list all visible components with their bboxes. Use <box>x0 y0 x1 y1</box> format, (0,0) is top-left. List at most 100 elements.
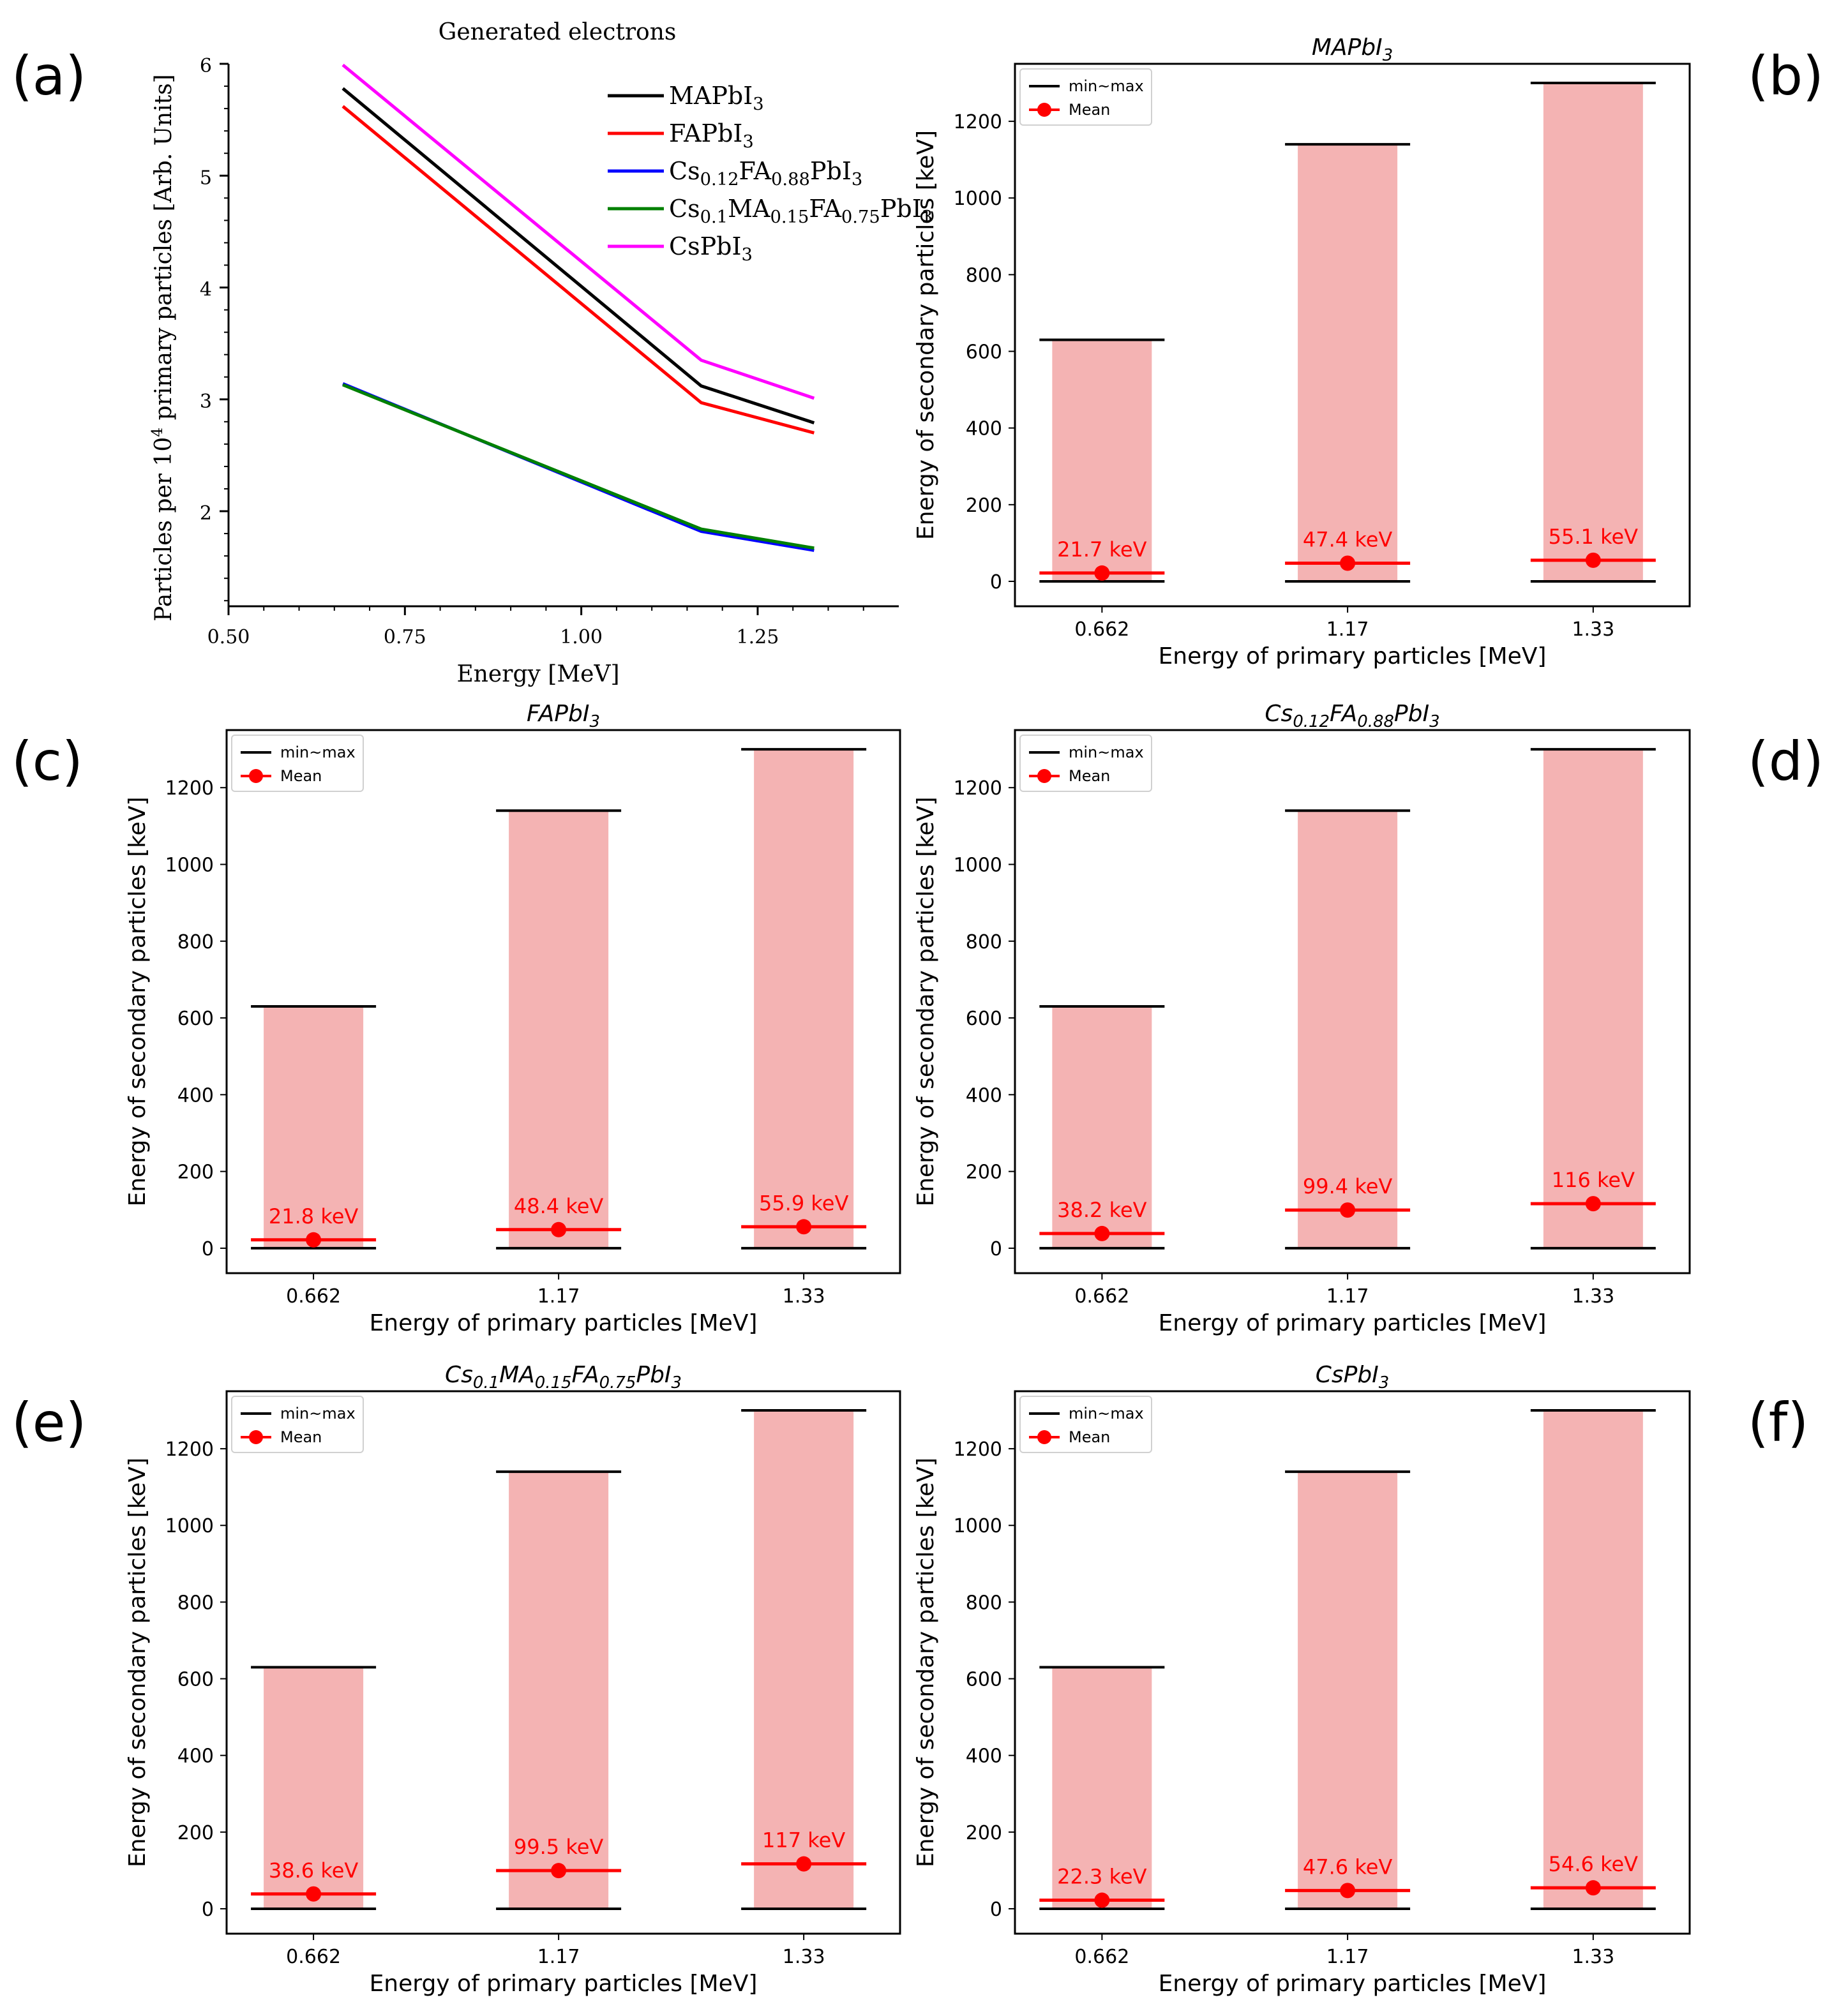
mean-label: 99.4 keV <box>1303 1174 1393 1198</box>
mean-point <box>306 1232 322 1248</box>
mean-point <box>1585 552 1601 568</box>
panel-e-bar-chart: Cs0.1MA0.15FA0.75PbI3 38.6 keV 0.662 99.5 k… <box>124 1362 901 1997</box>
range-bar <box>264 1006 364 1248</box>
y-tick-label: 2 <box>200 502 212 525</box>
x-tick-label: 1.33 <box>783 1285 825 1308</box>
y-tick-label: 400 <box>966 1084 1002 1107</box>
panel-letter-c: (c) <box>11 730 83 793</box>
x-axis-title: Energy of primary particles [MeV] <box>370 1310 758 1336</box>
y-axis-title: Energy of secondary particles [keV] <box>913 130 939 540</box>
mean-label: 55.1 keV <box>1549 525 1639 549</box>
panel-d-bar-chart: Cs0.12FA0.88PbI3 38.2 keV 0.662 99.4 keV 1.1… <box>913 701 1691 1336</box>
range-bar <box>1543 83 1643 581</box>
range-bar <box>509 1472 609 1909</box>
x-tick-label: 0.662 <box>286 1285 341 1308</box>
y-tick-label: 400 <box>177 1084 214 1107</box>
x-tick-label: 1.33 <box>1572 1946 1614 1968</box>
range-bar <box>754 1410 854 1909</box>
y-tick-label: 1200 <box>165 777 214 800</box>
x-tick-label: 1.17 <box>1326 618 1369 641</box>
mean-label: 47.4 keV <box>1303 527 1393 551</box>
range-bar <box>509 810 609 1248</box>
x-axis-title: Energy [MeV] <box>456 661 619 687</box>
legend: min~max Mean <box>231 1396 364 1453</box>
legend-mean-label: Mean <box>280 767 322 785</box>
mean-label: 47.6 keV <box>1303 1855 1393 1879</box>
y-axis-title: Energy of secondary particles [keV] <box>124 796 151 1206</box>
y-tick-label: 200 <box>966 1822 1002 1844</box>
legend: min~max Mean <box>1019 68 1152 126</box>
mean-label: 99.5 keV <box>514 1835 604 1859</box>
y-tick-label: 600 <box>177 1008 214 1030</box>
series-line <box>342 383 815 550</box>
range-bar <box>1298 1472 1398 1909</box>
mean-point <box>1094 1225 1110 1241</box>
legend-mean-label: Mean <box>1069 101 1110 119</box>
legend-mean-marker <box>1037 103 1051 117</box>
mean-point <box>796 1856 812 1872</box>
plot-frame <box>1014 729 1691 1274</box>
y-tick-label: 200 <box>177 1822 214 1844</box>
mean-label: 22.3 keV <box>1057 1865 1147 1889</box>
x-axis-title: Energy of primary particles [MeV] <box>1159 1971 1547 1997</box>
x-tick-label: 1.00 <box>560 626 603 648</box>
legend-mean-label: Mean <box>1069 767 1110 785</box>
mean-point <box>1094 565 1110 581</box>
range-bar <box>754 749 854 1248</box>
x-axis-title: Energy of primary particles [MeV] <box>370 1971 758 1997</box>
x-tick-label: 1.33 <box>783 1946 825 1968</box>
y-tick-label: 800 <box>966 931 1002 953</box>
y-tick-label: 0 <box>990 1899 1002 1921</box>
mean-point <box>1340 555 1356 571</box>
panel-title: CsPbI3 <box>1316 1362 1390 1393</box>
y-axis-title: Energy of secondary particles [keV] <box>124 1458 151 1867</box>
y-tick-label: 600 <box>966 1669 1002 1691</box>
panel-letter-e: (e) <box>11 1391 86 1454</box>
y-axis-title: Particles per 104 primary particles [Arb… <box>148 74 177 621</box>
legend-mean-label: Mean <box>1069 1428 1110 1446</box>
x-tick-label: 0.75 <box>384 626 426 648</box>
panel-title: FAPbI3 <box>527 701 600 731</box>
plot-frame <box>1014 1390 1691 1935</box>
y-tick-label: 3 <box>200 391 212 413</box>
y-tick-label: 200 <box>966 495 1002 517</box>
x-tick-label: 0.662 <box>286 1946 341 1968</box>
mean-point <box>1340 1202 1356 1218</box>
x-tick-label: 0.50 <box>207 626 250 648</box>
panel-letter-a: (a) <box>11 45 86 107</box>
legend-label: CsPbI3 <box>669 232 753 265</box>
y-axis-title: Energy of secondary particles [keV] <box>913 1458 939 1867</box>
mean-point <box>306 1886 322 1902</box>
x-tick-label: 1.17 <box>537 1946 580 1968</box>
mean-label: 117 keV <box>762 1828 845 1853</box>
mean-label: 48.4 keV <box>514 1194 604 1218</box>
y-tick-label: 1200 <box>954 777 1002 800</box>
x-tick-label: 1.17 <box>537 1285 580 1308</box>
y-tick-label: 5 <box>200 167 212 189</box>
range-bar <box>1298 810 1398 1248</box>
legend-label: Cs0.1MA0.15FA0.75PbI3 <box>669 195 933 227</box>
y-tick-label: 1000 <box>954 188 1002 210</box>
y-tick-label: 6 <box>200 55 212 77</box>
y-tick-label: 200 <box>177 1161 214 1184</box>
x-tick-label: 0.662 <box>1074 1285 1129 1308</box>
y-axis-title: Energy of secondary particles [keV] <box>913 796 939 1206</box>
legend-mean-label: Mean <box>280 1428 322 1446</box>
legend-mean-marker <box>249 1430 263 1444</box>
y-tick-label: 400 <box>966 418 1002 440</box>
legend-minmax-label: min~max <box>1069 77 1144 95</box>
series-line <box>342 105 815 435</box>
mean-point <box>1340 1883 1356 1899</box>
panel-title: Cs0.12FA0.88PbI3 <box>1265 701 1439 731</box>
mean-point <box>551 1221 567 1237</box>
legend: min~max Mean <box>1019 1396 1152 1453</box>
range-bar <box>1052 1006 1152 1248</box>
series-line <box>342 87 815 424</box>
legend-minmax-label: min~max <box>280 743 356 761</box>
x-axis-title: Energy of primary particles [MeV] <box>1159 1310 1547 1336</box>
y-tick-label: 1000 <box>165 854 214 876</box>
legend-label: FAPbI3 <box>669 119 754 152</box>
range-bar <box>1052 1667 1152 1909</box>
range-bar <box>264 1667 364 1909</box>
legend-label: MAPbI3 <box>669 82 764 114</box>
